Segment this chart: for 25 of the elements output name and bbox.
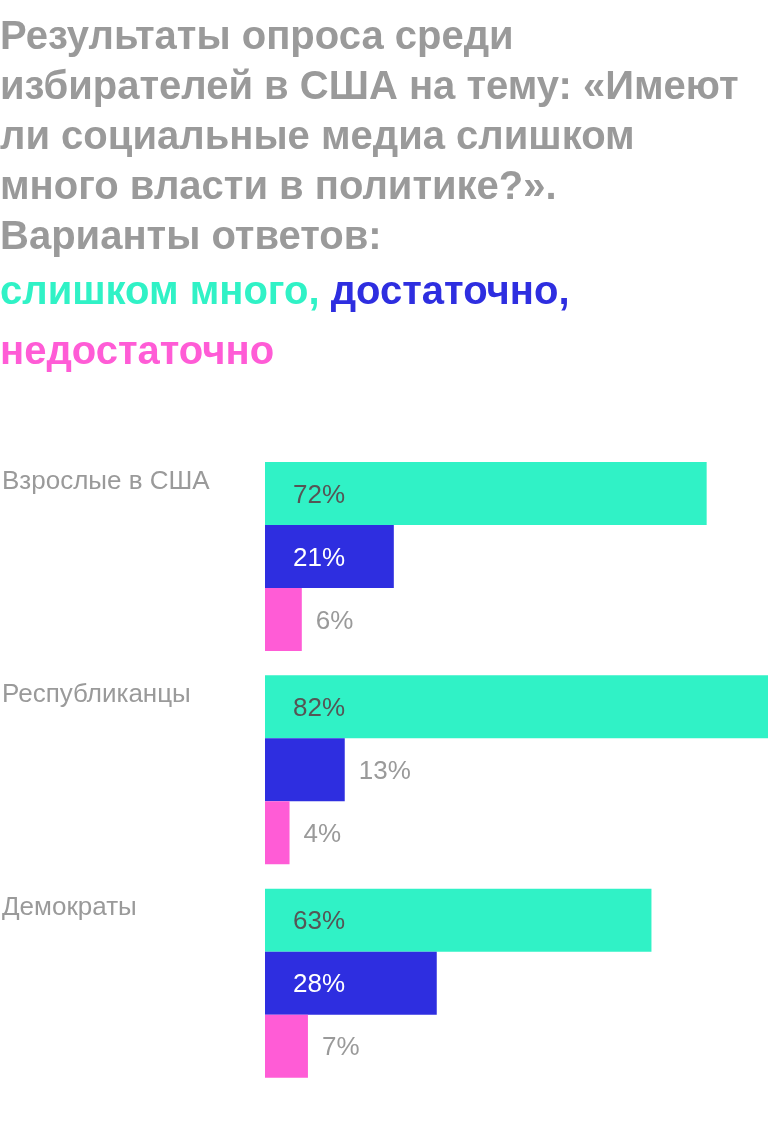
chart-title: Результаты опроса среди избирателей в США на тему: «Имеют ли социальные медиа слишком много власти в политике?». Варианты ответов: bbox=[0, 13, 739, 257]
text: достаточно, bbox=[330, 268, 570, 312]
bar bbox=[265, 675, 768, 739]
data-label: 4% bbox=[303, 817, 342, 848]
bar bbox=[265, 738, 345, 802]
bar bbox=[265, 588, 302, 651]
data-label: 21% bbox=[293, 541, 346, 572]
data-label: 82% bbox=[293, 691, 346, 722]
y-tick-label: Взрослые в США bbox=[2, 464, 211, 495]
bar bbox=[265, 462, 707, 525]
data-label: 72% bbox=[293, 478, 346, 509]
bar bbox=[265, 801, 290, 865]
text: слишком много, bbox=[0, 268, 321, 312]
bar bbox=[265, 525, 394, 588]
y-tick-label: Демократы bbox=[2, 891, 137, 922]
data-label: 7% bbox=[321, 1031, 360, 1062]
bar bbox=[265, 951, 437, 1015]
y-tick-label: Республиканцы bbox=[2, 678, 191, 708]
text: недостаточно bbox=[0, 328, 275, 372]
data-label: 63% bbox=[293, 905, 346, 936]
bar bbox=[265, 888, 652, 952]
data-label: 28% bbox=[293, 968, 346, 999]
bar bbox=[265, 1014, 308, 1078]
data-label: 13% bbox=[358, 754, 411, 785]
data-label: 6% bbox=[315, 604, 354, 635]
